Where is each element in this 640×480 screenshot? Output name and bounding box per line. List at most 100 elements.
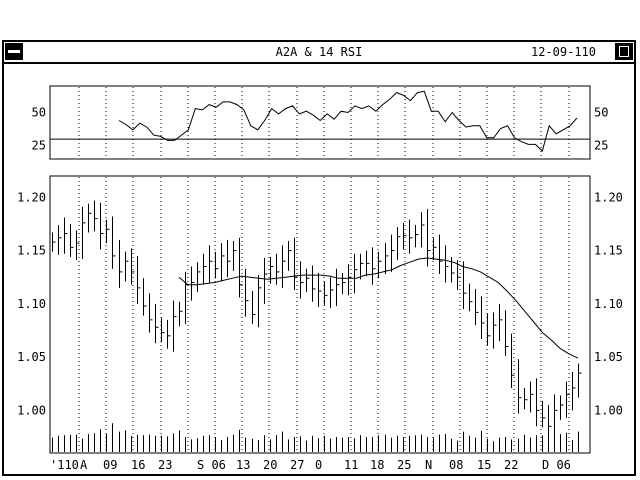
price-bar — [221, 243, 225, 282]
price-bar — [324, 281, 328, 305]
price-bar — [88, 203, 92, 233]
price-bar — [149, 293, 153, 333]
price-bar — [542, 400, 546, 428]
price-bar — [348, 264, 352, 296]
price-bar — [378, 251, 382, 279]
x-tick-label: 09 — [103, 458, 117, 472]
x-tick-label: 20 — [263, 458, 277, 472]
price-bar — [119, 239, 123, 288]
price-bar — [209, 245, 213, 283]
window-frame-icon — [619, 46, 629, 57]
price-bar — [167, 319, 171, 349]
price-bar — [566, 381, 570, 418]
price-bar — [227, 239, 231, 278]
price-bar — [360, 253, 364, 280]
price-bar — [245, 268, 249, 317]
price-bar — [155, 303, 159, 344]
price-bar — [70, 223, 74, 257]
price-bar — [493, 312, 497, 349]
price-y-tick-right: 1.20 — [594, 190, 623, 204]
price-bar — [173, 300, 177, 352]
x-tick-label: 16 — [131, 458, 145, 472]
price-y-tick-right: 1.05 — [594, 350, 623, 364]
price-bar — [76, 230, 80, 261]
price-bar — [191, 266, 195, 301]
rsi-line — [118, 90, 578, 152]
maximize-button[interactable] — [615, 43, 633, 60]
system-menu-button[interactable] — [5, 43, 23, 60]
moving-average-line — [178, 257, 579, 359]
price-y-tick-left: 1.10 — [17, 297, 46, 311]
x-tick-label: 08 — [449, 458, 463, 472]
price-bar — [161, 317, 165, 343]
price-bar — [52, 232, 56, 252]
price-bar — [427, 209, 431, 267]
price-bar — [270, 256, 274, 284]
price-bar — [487, 313, 491, 346]
window-date: 12-09-110 — [530, 45, 596, 59]
price-bar — [385, 243, 389, 275]
x-tick-label: '110 — [50, 458, 79, 472]
price-bar — [294, 237, 298, 290]
price-bar — [100, 202, 104, 250]
price-bar — [258, 275, 262, 328]
price-bar — [143, 278, 147, 316]
price-y-tick-right: 1.15 — [594, 244, 623, 258]
price-bar — [354, 253, 358, 294]
title-bar: A2A & 14 RSI 12-09-110 — [4, 42, 634, 64]
price-bar — [252, 291, 256, 325]
price-bar — [112, 216, 116, 269]
price-bar — [560, 395, 564, 420]
x-tick-label: N — [425, 458, 432, 472]
minus-bar-icon — [8, 50, 20, 53]
price-bar — [366, 250, 370, 277]
x-tick-label: D 06 — [542, 458, 571, 472]
price-bar — [463, 261, 467, 310]
price-bar — [421, 212, 425, 248]
price-bar — [312, 265, 316, 302]
price-bar — [391, 234, 395, 272]
price-bar — [372, 247, 376, 285]
rsi-panel-frame — [49, 85, 591, 160]
price-bar — [300, 261, 304, 299]
price-bar — [554, 394, 558, 443]
price-bar — [530, 381, 534, 413]
price-bar — [572, 372, 576, 411]
price-bar — [457, 260, 461, 290]
price-bar — [415, 225, 419, 248]
price-bar — [282, 245, 286, 288]
price-bar — [94, 200, 98, 232]
price-bar — [233, 240, 237, 271]
price-bar — [131, 248, 135, 285]
price-bar — [505, 310, 509, 357]
price-bar — [306, 268, 310, 293]
rsi-y-tick-right: 50 — [594, 106, 608, 120]
price-bar — [276, 253, 280, 285]
window-title: A2A & 14 RSI — [275, 45, 363, 59]
price-y-tick-left: 1.20 — [17, 190, 46, 204]
price-bar — [469, 283, 473, 312]
price-bar — [64, 217, 68, 254]
price-bar — [342, 272, 346, 295]
price-bar — [403, 222, 407, 250]
x-tick-label: 18 — [370, 458, 384, 472]
price-bar — [203, 253, 207, 285]
price-bar — [439, 234, 443, 275]
x-tick-label: 11 — [344, 458, 358, 472]
price-y-tick-left: 1.15 — [17, 244, 46, 258]
price-bar — [197, 262, 201, 293]
x-tick-label: 13 — [236, 458, 250, 472]
price-bar — [215, 251, 219, 279]
price-bar — [536, 378, 540, 427]
x-tick-label: 15 — [477, 458, 491, 472]
price-bar — [433, 237, 437, 261]
x-tick-label: 25 — [397, 458, 411, 472]
price-bar — [475, 288, 479, 326]
price-bar — [264, 258, 268, 304]
rsi-y-tick-right: 25 — [594, 139, 608, 153]
price-bar — [318, 272, 322, 308]
price-bar — [239, 237, 243, 298]
price-y-tick-left: 1.05 — [17, 350, 46, 364]
price-bar — [397, 227, 401, 261]
